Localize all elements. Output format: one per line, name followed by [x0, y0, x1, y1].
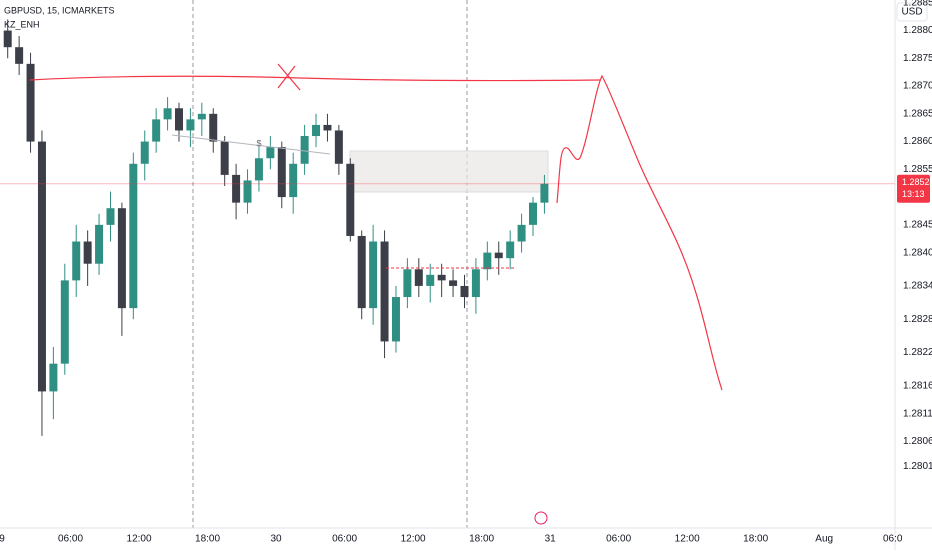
trend-line	[171, 134, 331, 155]
candle-body	[232, 174, 241, 203]
candle-body	[129, 163, 138, 309]
x-tick-label: 9	[0, 534, 5, 545]
candle-body	[26, 63, 35, 142]
candle-body	[403, 269, 412, 298]
y-tick-label: 1.28800	[903, 25, 932, 36]
candle-body	[266, 147, 275, 159]
x-tick-label: 12:00	[127, 534, 152, 545]
y-tick-label: 1.28700	[903, 81, 932, 92]
x-tick-label: 31	[545, 534, 557, 545]
y-tick-label: 1.28110	[903, 408, 932, 419]
candle-body	[357, 235, 366, 309]
candle-body	[391, 297, 400, 342]
candle-body	[483, 252, 492, 270]
candle-body	[289, 163, 298, 198]
candle-body	[117, 208, 126, 309]
currency: USD	[901, 7, 922, 18]
x-tick-label: 18:00	[469, 534, 494, 545]
y-tick-label: 1.28060	[903, 436, 932, 447]
candle-body	[529, 202, 537, 225]
x-tick-label: 06:00	[58, 534, 83, 545]
candle-body	[437, 274, 446, 281]
candle-body	[140, 141, 149, 164]
annotation: $	[256, 138, 261, 148]
candle-body	[300, 136, 309, 164]
candle-body	[449, 280, 458, 286]
y-tick-label: 1.28160	[903, 381, 932, 392]
candle-body	[312, 124, 321, 137]
y-tick-label: 1.28550	[903, 164, 932, 175]
projection	[556, 74, 723, 391]
candle-body	[220, 141, 229, 175]
candles	[3, 19, 549, 436]
candle-body	[37, 141, 46, 392]
candle-body	[175, 108, 183, 131]
countdown: 13:13	[902, 189, 925, 199]
candle-body	[72, 241, 81, 281]
y-tick-label: 1.28015	[903, 461, 932, 472]
price-axis	[895, 0, 932, 550]
candle-body	[346, 163, 355, 236]
candle-body	[471, 269, 480, 298]
candle-body	[369, 241, 378, 309]
x-tick-label: Aug	[815, 534, 833, 545]
candle-body	[380, 241, 389, 342]
y-tick-label: 1.28600	[903, 136, 932, 147]
y-tick-label: 1.28400	[903, 247, 932, 258]
candle-body	[334, 130, 343, 164]
candle-body	[49, 363, 58, 392]
indicator: KZ_ENH	[4, 19, 40, 29]
x-tick-label: 18:00	[743, 534, 768, 545]
x-tick-label: 12:00	[401, 534, 426, 545]
y-tick-label: 1.28650	[903, 108, 932, 119]
candle-body	[95, 224, 104, 264]
x-tick-label: 06:00	[606, 534, 631, 545]
candle-body	[460, 285, 469, 298]
chart-title: GBPUSD, 15, ICMARKETS	[4, 5, 115, 15]
zone-box	[349, 150, 549, 193]
candle-body	[243, 180, 252, 203]
candle-body	[197, 113, 206, 120]
y-tick-label: 1.28280	[903, 314, 932, 325]
candle-body	[277, 147, 286, 198]
x-tick-label: 06:00	[332, 534, 357, 545]
candle-body	[60, 280, 69, 364]
candle-body	[163, 108, 172, 120]
x-tick-label: 30	[271, 534, 283, 545]
candle-body	[152, 119, 161, 142]
candle-body	[254, 158, 263, 181]
last-price-box	[897, 174, 930, 203]
candle-body	[83, 241, 92, 264]
candle-body	[209, 113, 218, 142]
y-tick-label: 1.28450	[903, 219, 932, 230]
x-tick-label: 18:00	[195, 534, 220, 545]
x-tick-label: 06:0	[883, 534, 903, 545]
candle-body	[3, 30, 12, 48]
candle-body	[426, 274, 435, 286]
last-price-label: 1.28524	[902, 177, 932, 187]
currency-box[interactable]	[896, 2, 928, 22]
x-tick-label: 12:00	[675, 534, 700, 545]
event-icon[interactable]	[534, 511, 548, 525]
candle-body	[323, 124, 332, 131]
candle-body	[106, 208, 115, 225]
candle-body	[517, 224, 526, 242]
candle-body	[494, 252, 503, 259]
y-tick-label: 1.28850	[903, 0, 932, 8]
drawn-level	[29, 75, 601, 82]
y-tick-label: 1.28340	[903, 281, 932, 292]
candle-body	[15, 47, 24, 64]
candle-body	[186, 119, 195, 131]
candle-body	[540, 183, 549, 203]
cross-mark	[277, 63, 301, 91]
y-tick-label: 1.28750	[903, 53, 932, 64]
candle-body	[414, 269, 423, 286]
candle-body	[506, 241, 515, 259]
y-tick-label: 1.28220	[903, 347, 932, 358]
